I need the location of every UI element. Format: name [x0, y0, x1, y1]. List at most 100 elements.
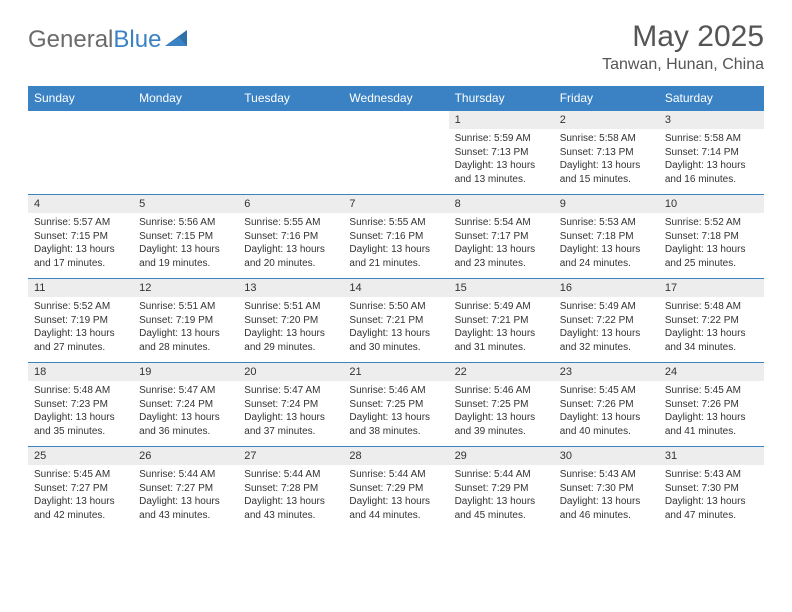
day-number-cell: 6 — [238, 195, 343, 214]
day-number-cell: 5 — [133, 195, 238, 214]
day-number-cell: 3 — [659, 111, 764, 130]
day-number-row: 123 — [28, 111, 764, 130]
day-content-cell: Sunrise: 5:43 AMSunset: 7:30 PMDaylight:… — [659, 465, 764, 530]
day-number-row: 11121314151617 — [28, 279, 764, 298]
day-content-cell — [133, 129, 238, 195]
month-title: May 2025 — [602, 20, 764, 54]
title-block: May 2025 Tanwan, Hunan, China — [602, 20, 764, 74]
logo: GeneralBlue — [28, 26, 191, 54]
day-content-cell: Sunrise: 5:44 AMSunset: 7:29 PMDaylight:… — [343, 465, 448, 530]
calendar-page: GeneralBlue May 2025 Tanwan, Hunan, Chin… — [0, 0, 792, 550]
day-number-cell: 2 — [554, 111, 659, 130]
day-content-cell: Sunrise: 5:46 AMSunset: 7:25 PMDaylight:… — [449, 381, 554, 447]
day-number-row: 45678910 — [28, 195, 764, 214]
day-number-cell: 14 — [343, 279, 448, 298]
day-number-row: 25262728293031 — [28, 447, 764, 466]
day-number-cell: 12 — [133, 279, 238, 298]
day-content-row: Sunrise: 5:48 AMSunset: 7:23 PMDaylight:… — [28, 381, 764, 447]
day-number-cell: 19 — [133, 363, 238, 382]
day-number-cell: 25 — [28, 447, 133, 466]
day-content-cell: Sunrise: 5:54 AMSunset: 7:17 PMDaylight:… — [449, 213, 554, 279]
day-content-row: Sunrise: 5:52 AMSunset: 7:19 PMDaylight:… — [28, 297, 764, 363]
day-content-cell: Sunrise: 5:45 AMSunset: 7:27 PMDaylight:… — [28, 465, 133, 530]
day-content-cell: Sunrise: 5:50 AMSunset: 7:21 PMDaylight:… — [343, 297, 448, 363]
day-content-cell — [238, 129, 343, 195]
logo-text-1: General — [28, 26, 113, 53]
day-number-cell: 9 — [554, 195, 659, 214]
day-number-cell: 20 — [238, 363, 343, 382]
day-number-cell: 30 — [554, 447, 659, 466]
day-number-cell: 11 — [28, 279, 133, 298]
day-number-cell: 26 — [133, 447, 238, 466]
day-content-cell: Sunrise: 5:43 AMSunset: 7:30 PMDaylight:… — [554, 465, 659, 530]
day-header: Saturday — [659, 86, 764, 111]
day-number-cell: 31 — [659, 447, 764, 466]
day-number-cell: 13 — [238, 279, 343, 298]
logo-triangle-icon — [165, 28, 191, 53]
day-content-cell: Sunrise: 5:44 AMSunset: 7:27 PMDaylight:… — [133, 465, 238, 530]
day-number-cell: 28 — [343, 447, 448, 466]
day-number-cell: 16 — [554, 279, 659, 298]
day-number-cell: 7 — [343, 195, 448, 214]
day-content-cell: Sunrise: 5:52 AMSunset: 7:18 PMDaylight:… — [659, 213, 764, 279]
day-header: Friday — [554, 86, 659, 111]
day-content-cell: Sunrise: 5:57 AMSunset: 7:15 PMDaylight:… — [28, 213, 133, 279]
day-number-cell: 29 — [449, 447, 554, 466]
day-number-cell: 15 — [449, 279, 554, 298]
day-header: Thursday — [449, 86, 554, 111]
day-number-cell: 8 — [449, 195, 554, 214]
day-number-cell: 24 — [659, 363, 764, 382]
day-header: Tuesday — [238, 86, 343, 111]
day-content-cell: Sunrise: 5:44 AMSunset: 7:28 PMDaylight:… — [238, 465, 343, 530]
day-number-cell — [28, 111, 133, 130]
day-number-cell — [133, 111, 238, 130]
day-number-cell: 22 — [449, 363, 554, 382]
day-content-cell: Sunrise: 5:51 AMSunset: 7:20 PMDaylight:… — [238, 297, 343, 363]
day-content-cell: Sunrise: 5:56 AMSunset: 7:15 PMDaylight:… — [133, 213, 238, 279]
day-number-cell: 18 — [28, 363, 133, 382]
logo-text: GeneralBlue — [28, 26, 161, 54]
day-content-cell: Sunrise: 5:48 AMSunset: 7:23 PMDaylight:… — [28, 381, 133, 447]
day-number-row: 18192021222324 — [28, 363, 764, 382]
day-content-row: Sunrise: 5:45 AMSunset: 7:27 PMDaylight:… — [28, 465, 764, 530]
day-content-cell — [28, 129, 133, 195]
day-number-cell — [238, 111, 343, 130]
day-content-cell: Sunrise: 5:53 AMSunset: 7:18 PMDaylight:… — [554, 213, 659, 279]
day-number-cell: 4 — [28, 195, 133, 214]
day-number-cell: 27 — [238, 447, 343, 466]
day-number-cell: 1 — [449, 111, 554, 130]
day-content-row: Sunrise: 5:59 AMSunset: 7:13 PMDaylight:… — [28, 129, 764, 195]
location: Tanwan, Hunan, China — [602, 56, 764, 74]
day-content-cell — [343, 129, 448, 195]
day-number-cell: 10 — [659, 195, 764, 214]
day-content-cell: Sunrise: 5:46 AMSunset: 7:25 PMDaylight:… — [343, 381, 448, 447]
day-number-cell: 23 — [554, 363, 659, 382]
day-content-cell: Sunrise: 5:58 AMSunset: 7:13 PMDaylight:… — [554, 129, 659, 195]
day-content-cell: Sunrise: 5:58 AMSunset: 7:14 PMDaylight:… — [659, 129, 764, 195]
day-content-cell: Sunrise: 5:51 AMSunset: 7:19 PMDaylight:… — [133, 297, 238, 363]
day-content-cell: Sunrise: 5:59 AMSunset: 7:13 PMDaylight:… — [449, 129, 554, 195]
day-content-row: Sunrise: 5:57 AMSunset: 7:15 PMDaylight:… — [28, 213, 764, 279]
day-content-cell: Sunrise: 5:48 AMSunset: 7:22 PMDaylight:… — [659, 297, 764, 363]
calendar-table: SundayMondayTuesdayWednesdayThursdayFrid… — [28, 86, 764, 530]
day-content-cell: Sunrise: 5:47 AMSunset: 7:24 PMDaylight:… — [238, 381, 343, 447]
day-content-cell: Sunrise: 5:45 AMSunset: 7:26 PMDaylight:… — [554, 381, 659, 447]
day-content-cell: Sunrise: 5:45 AMSunset: 7:26 PMDaylight:… — [659, 381, 764, 447]
day-header: Monday — [133, 86, 238, 111]
day-header-row: SundayMondayTuesdayWednesdayThursdayFrid… — [28, 86, 764, 111]
header: GeneralBlue May 2025 Tanwan, Hunan, Chin… — [28, 20, 764, 74]
day-number-cell — [343, 111, 448, 130]
day-content-cell: Sunrise: 5:44 AMSunset: 7:29 PMDaylight:… — [449, 465, 554, 530]
calendar-body: 123Sunrise: 5:59 AMSunset: 7:13 PMDaylig… — [28, 111, 764, 531]
day-content-cell: Sunrise: 5:49 AMSunset: 7:22 PMDaylight:… — [554, 297, 659, 363]
day-content-cell: Sunrise: 5:49 AMSunset: 7:21 PMDaylight:… — [449, 297, 554, 363]
day-content-cell: Sunrise: 5:55 AMSunset: 7:16 PMDaylight:… — [343, 213, 448, 279]
day-number-cell: 17 — [659, 279, 764, 298]
day-header: Sunday — [28, 86, 133, 111]
day-content-cell: Sunrise: 5:55 AMSunset: 7:16 PMDaylight:… — [238, 213, 343, 279]
logo-text-2: Blue — [113, 26, 161, 53]
day-content-cell: Sunrise: 5:52 AMSunset: 7:19 PMDaylight:… — [28, 297, 133, 363]
day-content-cell: Sunrise: 5:47 AMSunset: 7:24 PMDaylight:… — [133, 381, 238, 447]
day-header: Wednesday — [343, 86, 448, 111]
day-number-cell: 21 — [343, 363, 448, 382]
